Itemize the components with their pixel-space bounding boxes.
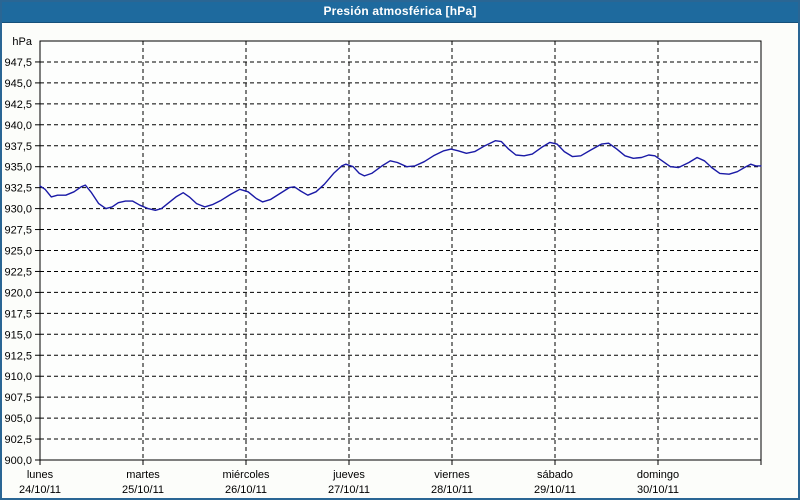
x-day-label: domingo [637,469,679,481]
x-day-label: miércoles [222,469,270,481]
y-tick-label: 942,5 [4,99,32,111]
y-tick-label: 900,0 [4,455,32,467]
x-date-label: 29/10/11 [534,484,576,496]
plot-border [39,40,762,461]
y-tick-label: 915,0 [4,329,32,341]
x-day-label: sábado [537,469,573,481]
x-day-label: martes [126,469,160,481]
x-date-label: 28/10/11 [431,484,473,496]
y-tick-label: 922,5 [4,266,32,278]
y-tick-label: 907,5 [4,392,32,404]
y-tick-label: 925,0 [4,246,32,258]
x-day-label: jueves [332,469,365,481]
y-tick-label: 930,0 [4,204,32,216]
y-tick-label: 905,0 [4,413,32,425]
y-tick-label: 937,5 [4,141,32,153]
chart-title: Presión atmosférica [hPa] [323,4,477,18]
y-tick-label: 947,5 [4,57,32,69]
x-date-label: 25/10/11 [122,484,164,496]
x-day-label: lunes [27,469,54,481]
y-tick-label: 910,0 [4,371,32,383]
y-tick-label: 902,5 [4,434,32,446]
x-date-label: 26/10/11 [225,484,267,496]
y-tick-label: 945,0 [4,78,32,90]
y-tick-label: 940,0 [4,120,32,132]
y-tick-label: 927,5 [4,225,32,237]
x-day-label: viernes [434,469,470,481]
y-tick-label: 935,0 [4,162,32,174]
y-tick-label: 932,5 [4,183,32,195]
chart-title-bar: Presión atmosférica [hPa] [0,0,800,23]
x-date-label: 24/10/11 [19,484,61,496]
pressure-line [39,139,762,212]
x-date-label: 27/10/11 [328,484,370,496]
y-axis-unit-label: hPa [12,36,32,48]
y-tick-label: 912,5 [4,350,32,362]
x-date-label: 30/10/11 [637,484,679,496]
y-tick-label: 917,5 [4,308,32,320]
y-tick-label: 920,0 [4,287,32,299]
